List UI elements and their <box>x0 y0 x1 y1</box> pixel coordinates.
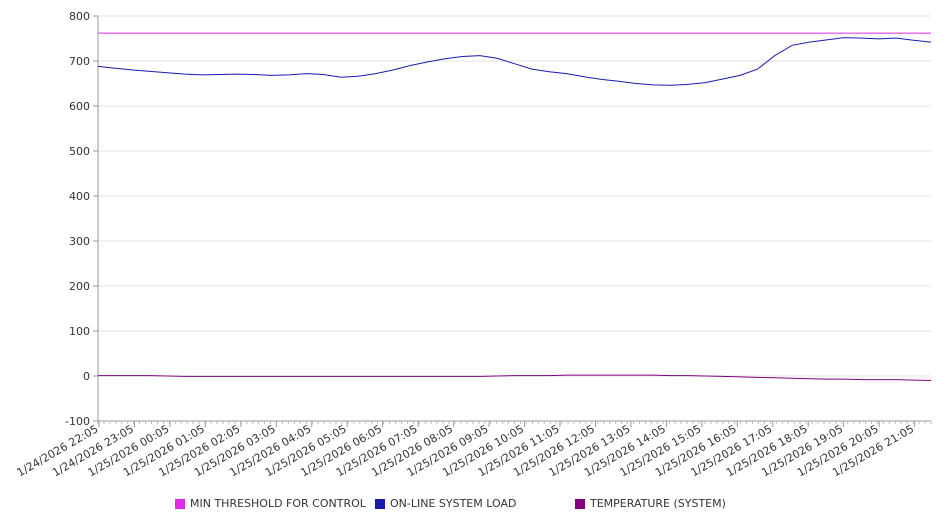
legend-label-system-load: ON-LINE SYSTEM LOAD <box>390 497 517 510</box>
axes <box>93 15 932 427</box>
grid-lines <box>98 15 931 422</box>
series-line-temperature <box>98 374 932 381</box>
legend-label-temperature: TEMPERATURE (SYSTEM) <box>590 497 726 510</box>
legend-label-min-threshold: MIN THRESHOLD FOR CONTROL <box>190 497 366 510</box>
y-tick-label: 700 <box>69 55 90 68</box>
y-tick-label: 800 <box>69 10 90 23</box>
legend-item-system-load[interactable]: ON-LINE SYSTEM LOAD <box>375 497 516 510</box>
legend-item-temperature[interactable]: TEMPERATURE (SYSTEM) <box>575 497 726 510</box>
legend-item-min-threshold[interactable]: MIN THRESHOLD FOR CONTROL <box>175 497 366 510</box>
legend-swatch-system-load <box>375 498 385 509</box>
y-tick-label: -100 <box>65 415 90 428</box>
legend: MIN THRESHOLD FOR CONTROL ON-LINE SYSTEM… <box>0 497 946 515</box>
y-tick-label: 200 <box>69 280 90 293</box>
y-tick-label: 600 <box>69 100 90 113</box>
y-tick-labels: 800 700 600 500 400 300 200 100 0 -100 <box>65 10 90 428</box>
y-tick-label: 100 <box>69 325 90 338</box>
legend-swatch-temperature <box>575 498 585 509</box>
legend-swatch-min-threshold <box>175 498 185 509</box>
series-line-system-load <box>97 37 932 86</box>
x-tick-labels: 1/24/2026 22:051/24/2026 23:051/25/2026 … <box>15 422 916 479</box>
series-lines <box>97 32 932 381</box>
y-tick-label: 500 <box>69 145 90 158</box>
y-tick-label: 300 <box>69 235 90 248</box>
y-tick-label: 400 <box>69 190 90 203</box>
y-tick-label: 0 <box>83 370 90 383</box>
